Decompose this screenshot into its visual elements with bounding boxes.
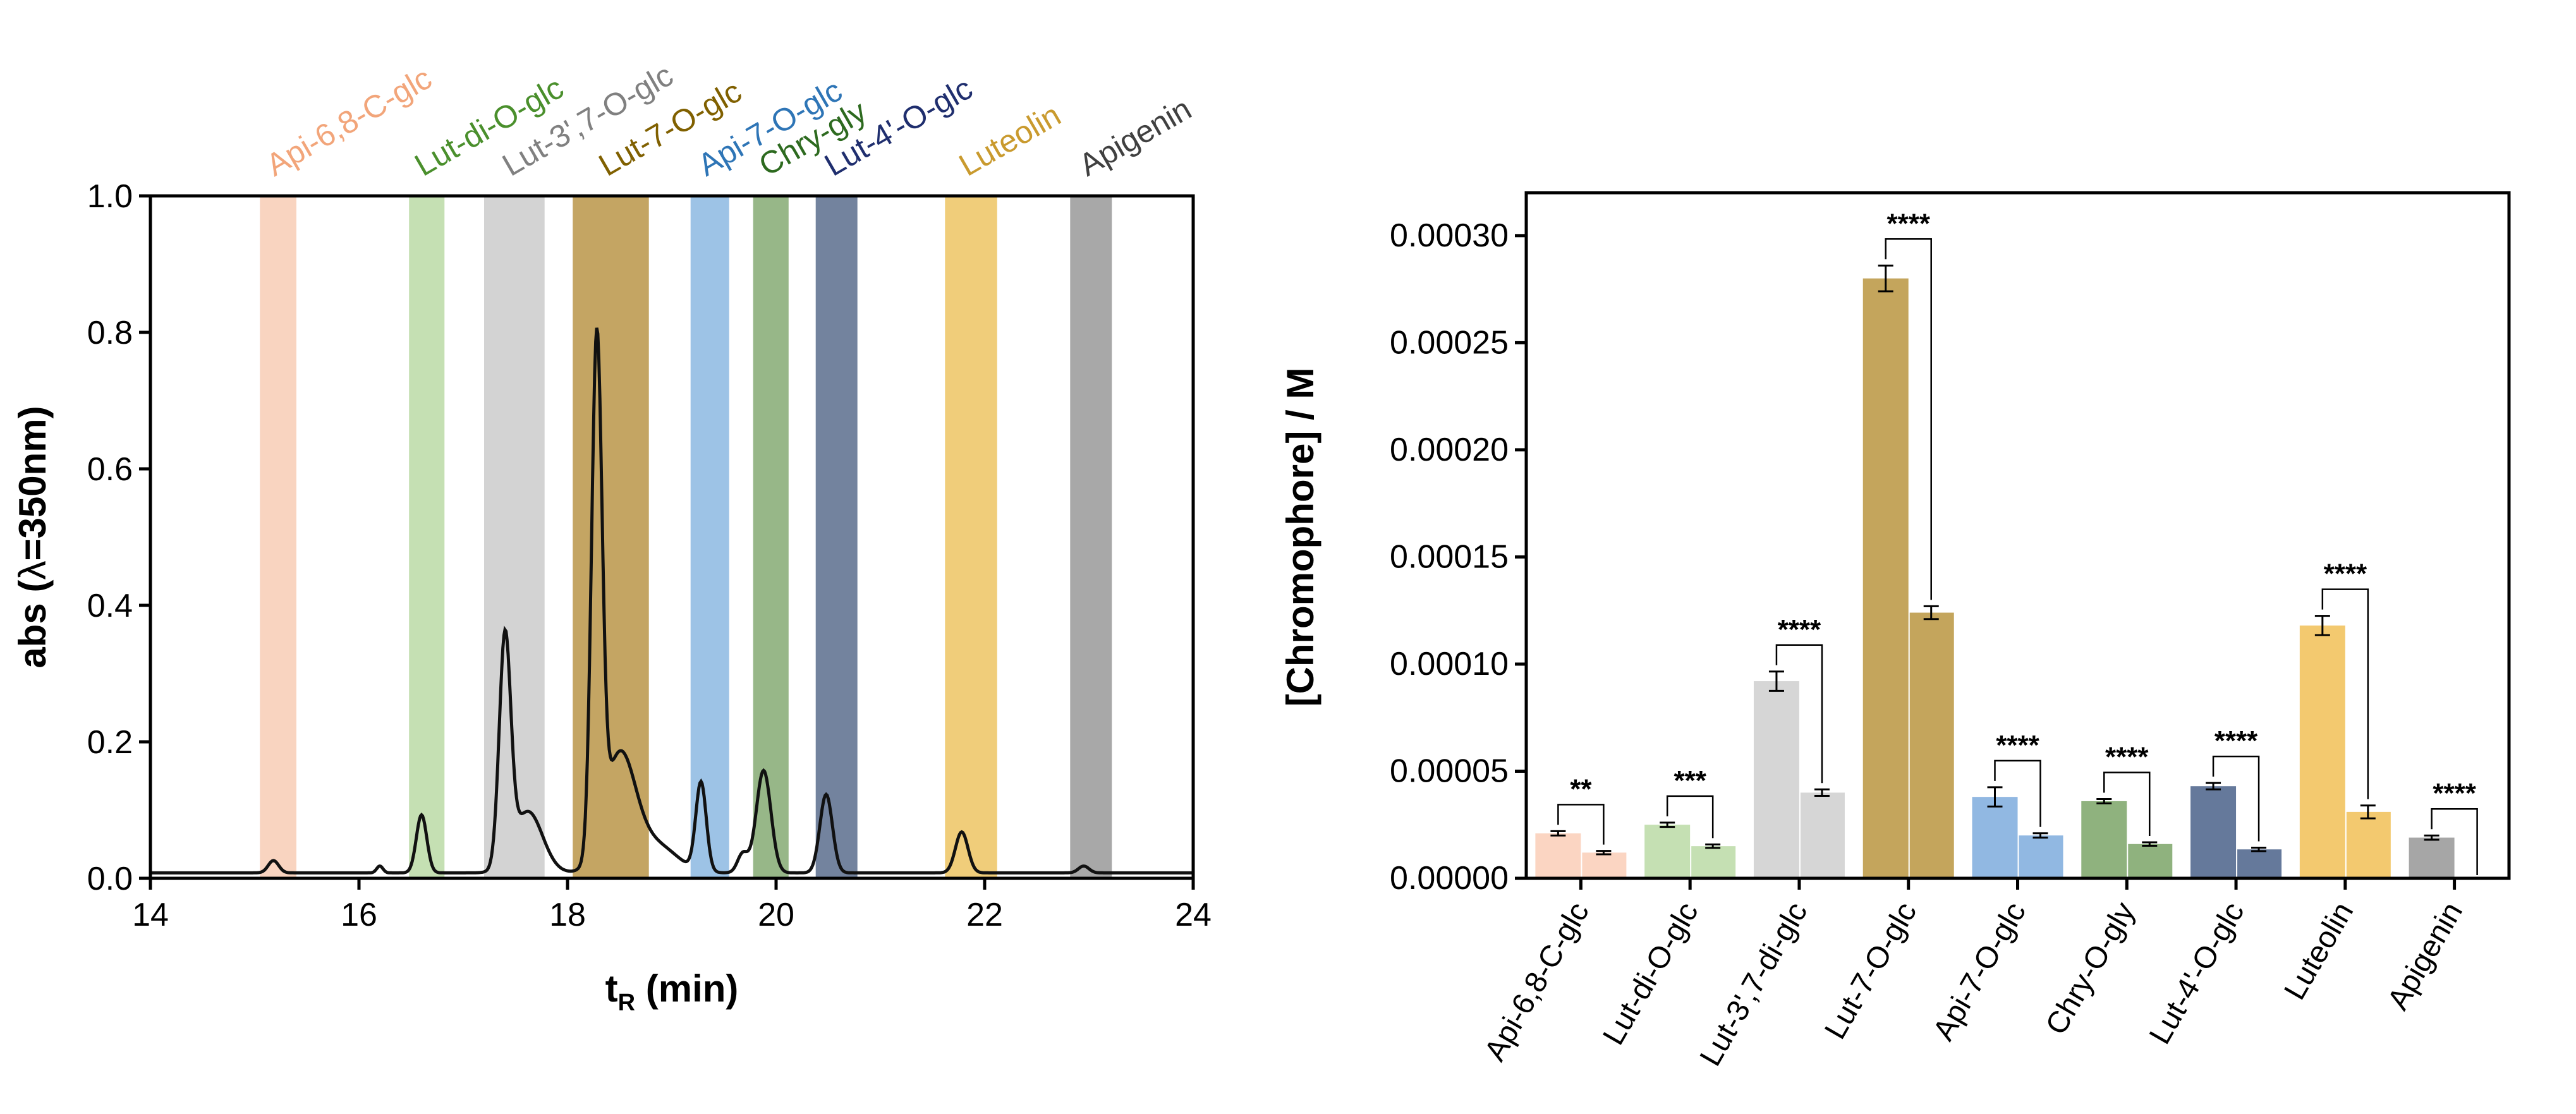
chromatogram-y-ticks: 0.0 0.2 0.4 0.6 0.8 1.0	[87, 178, 150, 897]
y-title-pre: abs (	[11, 580, 54, 669]
x-tick-label: 24	[1175, 897, 1212, 933]
category-label: Lut-4'-O-glc	[2143, 897, 2251, 1050]
bar	[2128, 844, 2173, 878]
chromatogram-y-axis-title: abs (λ=350nm)	[11, 406, 54, 668]
y-tick-label: 0.0	[87, 861, 133, 897]
band-label: Api-6,8-C-glc	[260, 60, 438, 183]
significance-label: ****	[2433, 778, 2476, 809]
y-tick-label: 0.2	[87, 724, 133, 761]
bar	[1691, 846, 1736, 878]
bar	[1753, 681, 1799, 878]
retention-band	[409, 196, 445, 878]
y-tick-label: 0.6	[87, 451, 133, 488]
bar	[1582, 852, 1627, 878]
retention-band	[945, 196, 997, 878]
y-title-symbol: λ	[11, 561, 54, 580]
bar	[2409, 837, 2455, 878]
significance-bracket	[1666, 795, 1714, 839]
bar	[2190, 786, 2237, 878]
y-tick-label: 0.00000	[1390, 860, 1509, 897]
significance-label: ****	[2105, 742, 2149, 773]
y-title-post: =350nm)	[11, 406, 54, 560]
bar	[1972, 797, 2018, 878]
bar	[2346, 811, 2391, 878]
chromatogram-x-axis-title: tR (min)	[605, 967, 739, 1016]
y-tick-label: 0.8	[87, 315, 133, 351]
bar	[1535, 833, 1581, 878]
significance-label: ****	[2324, 559, 2367, 590]
band-label: Luteolin	[953, 97, 1067, 183]
x-title-main: t	[605, 967, 618, 1010]
bar	[1800, 792, 1845, 878]
significance-label: **	[1570, 773, 1592, 804]
chromatogram-chart: Api-6,8-C-glcLut-di-O-glcLut-3',7-O-glcL…	[11, 57, 1212, 1016]
chromatogram-x-ticks: 14 16 18 20 22 24	[132, 878, 1212, 933]
category-label: Chry-O-gly	[2039, 897, 2142, 1040]
significance-bracket	[1775, 644, 1823, 784]
significance-group: ** *************** ****************	[1557, 208, 2478, 875]
bar-group	[1535, 278, 2455, 878]
significance-bracket	[2321, 588, 2369, 799]
y-tick-label: 0.00005	[1390, 753, 1509, 789]
retention-band	[1070, 196, 1112, 878]
y-tick-label: 0.00015	[1390, 538, 1509, 575]
category-label: Api-6,8-C-glc	[1478, 897, 1596, 1067]
significance-label: ****	[2215, 725, 2258, 756]
y-tick-label: 0.4	[87, 588, 133, 624]
significance-label: ****	[1996, 730, 2039, 761]
significance-bracket	[1557, 804, 1605, 845]
retention-band	[753, 196, 789, 878]
band-label: Apigenin	[1073, 91, 1198, 183]
concentration-bar-chart: ** *************** **************** 0.0000…	[1279, 191, 2511, 1072]
y-tick-label: 0.00030	[1390, 217, 1509, 254]
chromatogram-band-labels: Api-6,8-C-glcLut-di-O-glcLut-3',7-O-glcL…	[260, 57, 1198, 183]
category-label: Lut-di-O-glc	[1596, 897, 1704, 1051]
y-tick-label: 1.0	[87, 178, 133, 215]
significance-bracket	[2103, 772, 2151, 837]
y-tick-label: 0.00020	[1390, 432, 1509, 468]
error-bar-group	[1550, 264, 2439, 856]
significance-label: ****	[1778, 614, 1821, 645]
x-tick-label: 20	[758, 897, 794, 933]
x-tick-label: 22	[966, 897, 1003, 933]
bar-y-axis-title: [Chromophore] / M	[1279, 368, 1321, 707]
bar	[1644, 825, 1691, 878]
category-label: Apigenin	[2381, 897, 2469, 1015]
bar	[2299, 625, 2345, 878]
significance-bracket	[1994, 760, 2041, 827]
x-title-sub: R	[618, 990, 635, 1016]
y-tick-label: 0.00010	[1390, 646, 1509, 682]
y-tick-label: 0.00025	[1390, 324, 1509, 361]
x-tick-label: 16	[341, 897, 377, 933]
x-tick-label: 14	[132, 897, 169, 933]
category-label: Lut-3',7-di-glc	[1694, 897, 1814, 1072]
significance-bracket	[1885, 238, 1932, 600]
significance-bracket	[2431, 808, 2478, 875]
bar	[2019, 835, 2063, 878]
x-tick-label: 18	[549, 897, 586, 933]
category-label: Lut-7-O-glc	[1818, 897, 1923, 1044]
chromatogram-plot-frame	[149, 194, 1195, 880]
significance-label: ****	[1886, 208, 1930, 239]
retention-band	[690, 196, 729, 878]
x-title-unit: (min)	[635, 967, 738, 1010]
category-label: Api-7-O-glc	[1927, 897, 2032, 1046]
bar-y-ticks: 0.00000 0.00005 0.00010 0.00015 0.00020 0.000…	[1390, 217, 1526, 897]
bar	[1862, 278, 1909, 878]
bar	[1909, 612, 1954, 878]
chromatogram-bands	[260, 196, 1112, 878]
bar	[2081, 801, 2127, 878]
retention-band	[260, 196, 296, 878]
retention-band	[815, 196, 858, 878]
category-label: Luteolin	[2278, 897, 2360, 1005]
retention-band	[573, 196, 649, 878]
significance-bracket	[2212, 755, 2260, 842]
bar	[2237, 849, 2282, 878]
bar-x-ticks: Api-6,8-C-glc Lut-di-O-glcLut-3',7-di-glc…	[1478, 878, 2469, 1072]
chromatogram-trace	[150, 327, 1193, 875]
significance-label: ***	[1674, 765, 1706, 796]
